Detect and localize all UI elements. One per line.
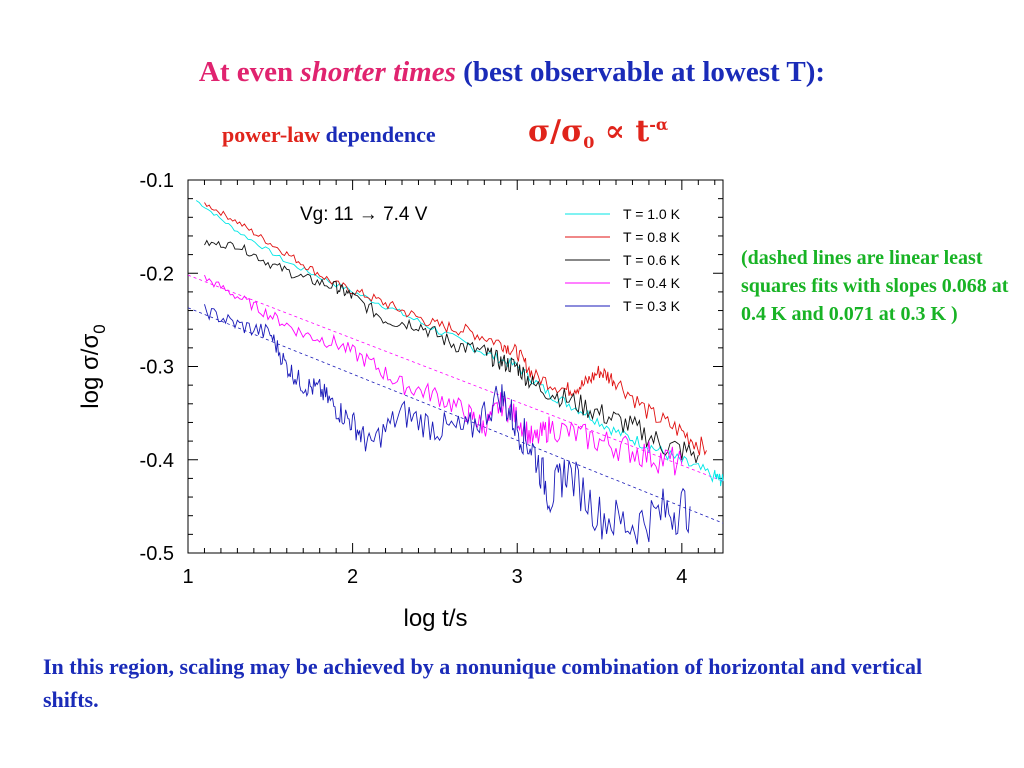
y-tick-label: -0.1 [140,170,174,192]
y-axis-label: log σ/σ0 [77,324,109,408]
x-axis-label: log t/s [403,605,467,632]
formula-exponent: -α [649,115,669,134]
x-tick-label: 4 [676,566,687,588]
legend-label: T = 1.0 K [623,206,681,222]
fit-note: (dashed lines are linear least squares f… [741,247,1009,325]
series-line [204,304,691,545]
y-tick-label: -0.5 [140,543,174,565]
legend-label: T = 0.6 K [623,252,681,268]
formula-ratio: σ/σ [528,114,584,149]
title-emphasis: shorter times [300,56,456,88]
chart: 1 2 3 4 -0.1 -0.2 -0.3 -0.4 -0.5 log t/s log σ/σ0 V… [77,170,724,632]
subtitle-dependence: dependence [320,122,436,147]
x-tick-label: 3 [512,566,523,588]
legend-label: T = 0.3 K [623,298,681,314]
slide-title: At even shorter times (best observable a… [0,56,1024,89]
x-tick-label: 1 [182,566,193,588]
footer-text: In this region, scaling may be achieved … [43,654,923,712]
y-tick-label: -0.3 [140,357,174,379]
y-tick-label: -0.2 [140,263,174,285]
formula-proportional: ∝ t [594,114,650,149]
subtitle: power-law dependence [222,122,436,148]
title-part-1: At even [198,56,301,88]
y-tick-label: -0.4 [140,450,174,472]
x-tick-label: 2 [347,566,358,588]
legend-label: T = 0.8 K [623,229,681,245]
subtitle-power-law: power-law [222,122,321,147]
title-part-3: (best observable at lowest T): [455,56,826,88]
chart-annotation: Vg: 11 → 7.4 V [300,204,428,225]
legend-label: T = 0.4 K [623,275,681,291]
series-line [204,202,707,456]
power-law-formula: σ/σ0 ∝ t-α [528,114,668,152]
formula-subscript: 0 [583,133,595,152]
series-line [204,239,699,464]
series-line [204,274,683,476]
fit-line [187,307,724,524]
